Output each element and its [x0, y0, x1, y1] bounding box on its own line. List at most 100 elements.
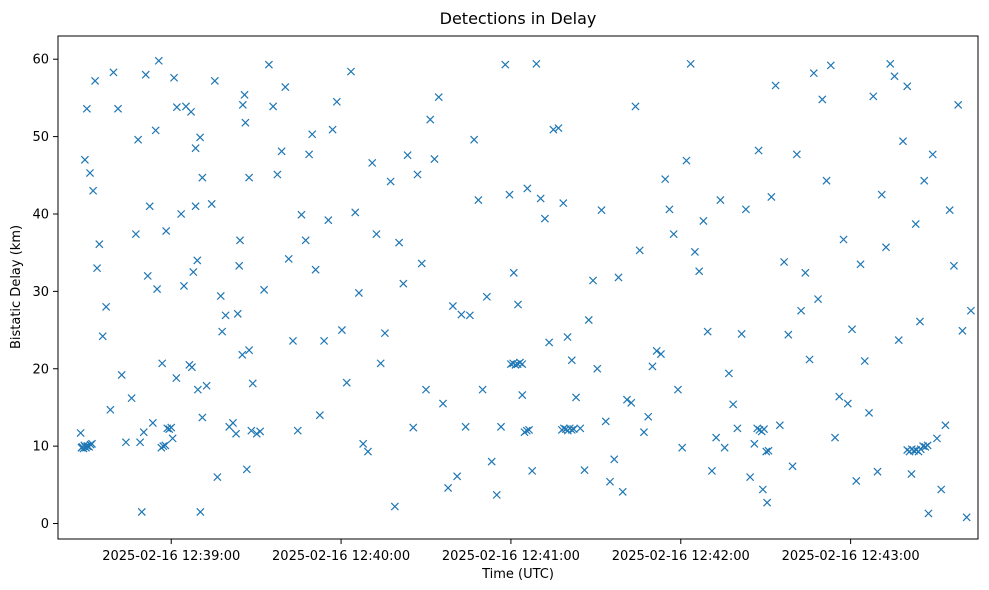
- data-points: [76, 56, 975, 522]
- data-point: [860, 356, 869, 366]
- data-point: [648, 362, 657, 371]
- data-point: [134, 135, 143, 144]
- data-point: [737, 329, 746, 338]
- data-point: [627, 398, 636, 407]
- data-point: [532, 59, 541, 68]
- data-point: [93, 264, 102, 273]
- data-point: [196, 133, 205, 142]
- data-point: [172, 103, 181, 112]
- data-point: [652, 346, 661, 355]
- data-point: [809, 69, 818, 78]
- data-point: [733, 424, 742, 433]
- data-point: [923, 441, 932, 450]
- data-point: [376, 359, 385, 368]
- data-point: [85, 168, 95, 177]
- data-point: [158, 359, 167, 368]
- data-point: [569, 425, 578, 434]
- data-point: [260, 285, 269, 294]
- data-point: [924, 509, 933, 518]
- data-point: [559, 199, 568, 208]
- data-point: [245, 346, 254, 355]
- data-point: [584, 315, 593, 325]
- data-point: [328, 125, 337, 134]
- data-point: [482, 292, 491, 301]
- data-point: [525, 425, 534, 434]
- data-point: [245, 173, 254, 182]
- data-point: [881, 243, 891, 252]
- data-point: [511, 360, 520, 369]
- data-point: [311, 265, 320, 274]
- data-point: [771, 81, 780, 90]
- data-point: [247, 426, 256, 435]
- data-point: [395, 238, 404, 247]
- data-point: [549, 125, 558, 134]
- data-point: [87, 439, 96, 448]
- data-point: [210, 76, 219, 85]
- data-point: [610, 455, 619, 464]
- data-point: [831, 433, 840, 442]
- data-point: [213, 473, 222, 482]
- y-tick-label: 10: [32, 440, 49, 455]
- data-point: [576, 424, 585, 433]
- data-point: [775, 421, 784, 430]
- data-point: [235, 236, 245, 245]
- chart-title: Detections in Delay: [440, 9, 597, 28]
- data-point: [614, 273, 623, 282]
- data-point: [759, 425, 769, 434]
- data-point: [465, 311, 474, 320]
- data-point: [189, 267, 198, 277]
- data-point: [281, 83, 290, 92]
- data-point: [409, 423, 418, 432]
- data-point: [390, 502, 399, 511]
- data-point: [193, 385, 202, 394]
- data-point: [788, 462, 797, 471]
- data-point: [238, 100, 247, 109]
- data-point: [852, 476, 861, 485]
- data-point: [80, 155, 89, 164]
- data-point: [218, 327, 227, 336]
- data-point: [682, 156, 691, 165]
- data-point: [746, 473, 755, 482]
- data-point: [121, 438, 130, 447]
- x-tick-label: 2025-02-16 12:42:00: [612, 549, 750, 564]
- data-point: [937, 485, 946, 494]
- data-point: [754, 146, 763, 155]
- data-point: [76, 428, 85, 438]
- data-point: [434, 93, 443, 102]
- data-point: [699, 216, 708, 225]
- data-point: [167, 423, 176, 432]
- data-point: [191, 144, 200, 153]
- data-point: [151, 126, 160, 135]
- data-point: [509, 268, 518, 277]
- data-point: [949, 261, 958, 270]
- data-point: [342, 378, 351, 387]
- data-point: [221, 311, 230, 320]
- data-point: [172, 374, 181, 383]
- data-point: [635, 246, 644, 255]
- data-point: [177, 209, 186, 219]
- data-point: [792, 150, 801, 159]
- data-point: [444, 483, 453, 492]
- y-axis-ticks: 0 10 20 30 40 50 60: [32, 53, 58, 532]
- data-point: [563, 333, 572, 342]
- data-point: [154, 56, 163, 65]
- data-point: [143, 271, 152, 280]
- data-point: [954, 100, 963, 109]
- data-point: [430, 155, 439, 164]
- data-point: [252, 429, 261, 438]
- data-point: [593, 364, 602, 373]
- data-point: [332, 97, 341, 106]
- data-point: [162, 226, 171, 236]
- data-point: [818, 95, 827, 104]
- data-point: [826, 61, 835, 70]
- data-point: [856, 260, 865, 269]
- x-tick-label: 2025-02-16 12:39:00: [102, 549, 240, 564]
- data-point: [784, 330, 793, 339]
- data-point: [417, 259, 426, 268]
- data-point: [763, 498, 772, 507]
- data-point: [106, 405, 115, 414]
- data-point: [168, 434, 177, 443]
- data-point: [131, 230, 140, 239]
- data-point: [758, 485, 767, 494]
